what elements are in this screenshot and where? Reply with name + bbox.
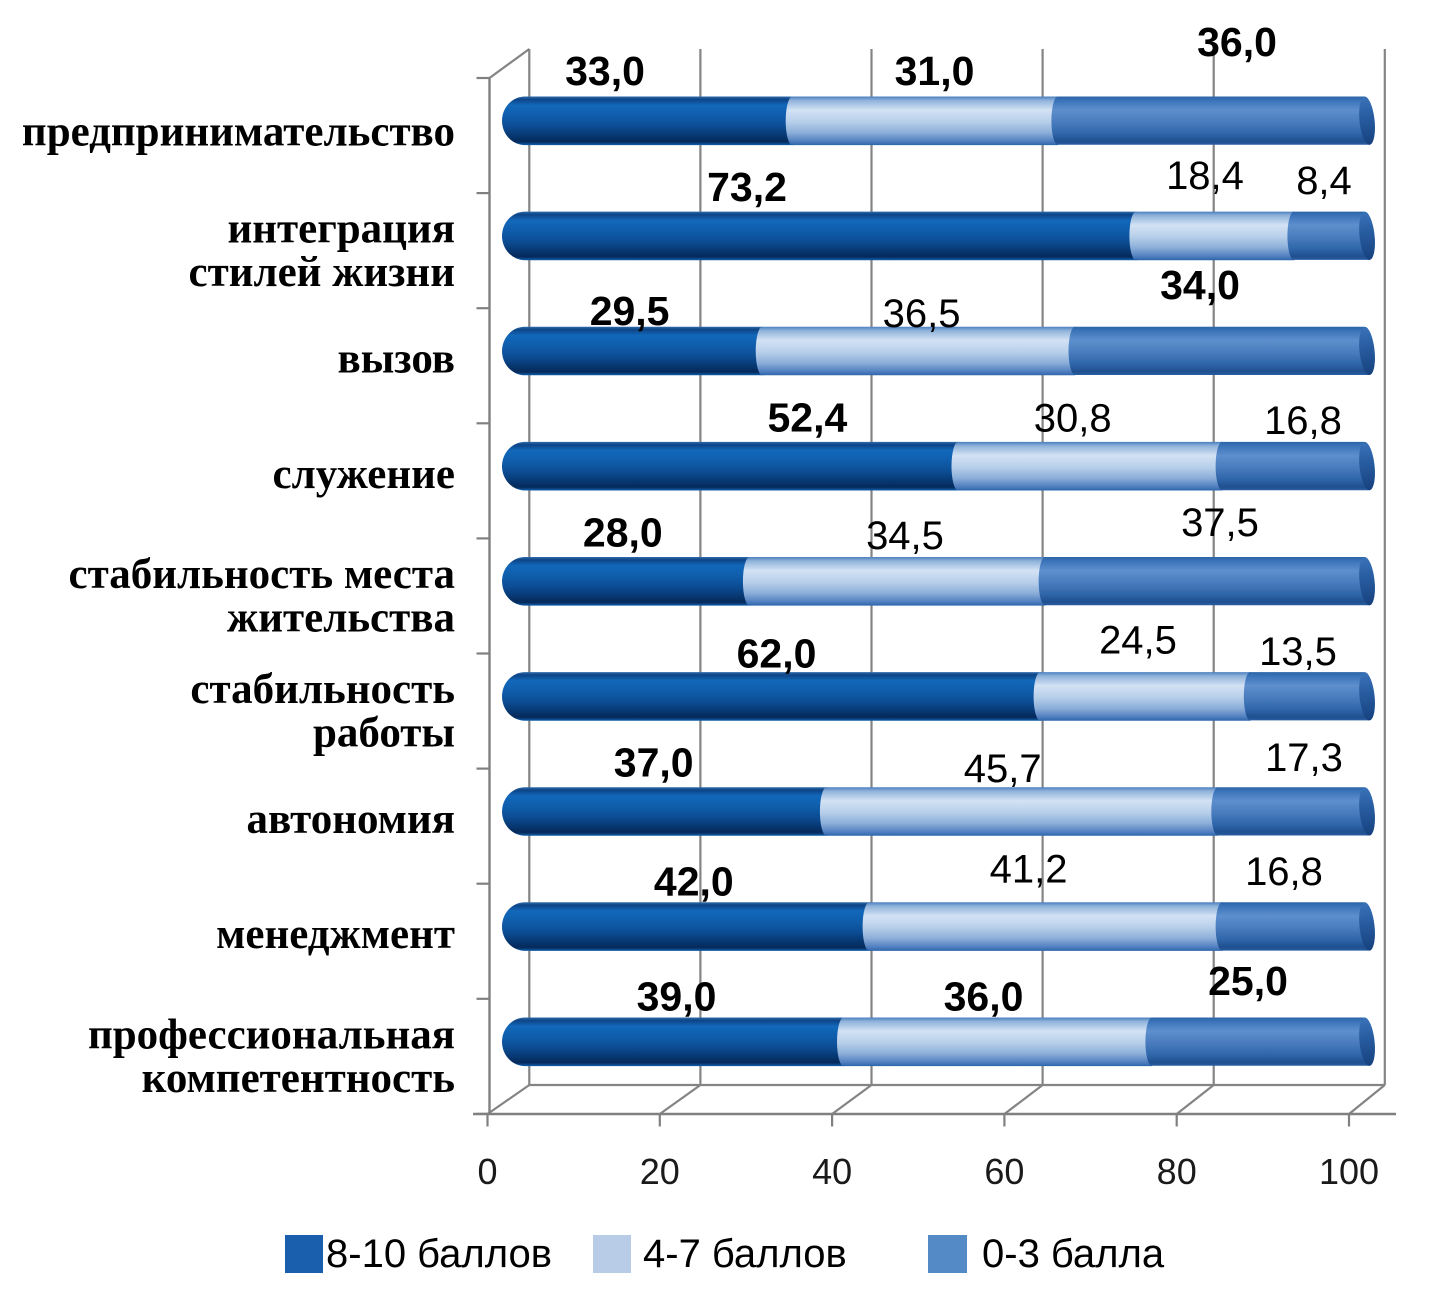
svg-text:40: 40 — [812, 1151, 852, 1192]
svg-text:25,0: 25,0 — [1208, 958, 1288, 1004]
svg-text:предпринимательство: предпринимательство — [22, 109, 455, 156]
svg-text:29,5: 29,5 — [590, 288, 670, 334]
svg-text:менеджмент: менеджмент — [216, 911, 455, 958]
svg-text:служение: служение — [273, 451, 455, 498]
svg-text:80: 80 — [1157, 1151, 1197, 1192]
svg-text:39,0: 39,0 — [637, 974, 717, 1020]
svg-text:37,5: 37,5 — [1181, 501, 1259, 545]
svg-text:18,4: 18,4 — [1166, 154, 1244, 198]
svg-text:30,8: 30,8 — [1034, 397, 1112, 441]
svg-text:60: 60 — [984, 1151, 1024, 1192]
svg-text:45,7: 45,7 — [964, 747, 1042, 791]
svg-text:16,8: 16,8 — [1245, 850, 1323, 894]
svg-text:42,0: 42,0 — [654, 859, 734, 905]
svg-text:4-7 баллов: 4-7 баллов — [643, 1232, 847, 1276]
svg-text:41,2: 41,2 — [990, 847, 1068, 891]
svg-text:100: 100 — [1319, 1151, 1379, 1192]
svg-text:20: 20 — [640, 1151, 680, 1192]
svg-text:профессиональная: профессиональная — [88, 1011, 455, 1058]
svg-text:вызов: вызов — [338, 336, 455, 383]
svg-text:8,4: 8,4 — [1296, 159, 1352, 203]
svg-text:36,0: 36,0 — [944, 974, 1024, 1020]
svg-text:36,5: 36,5 — [883, 292, 961, 336]
svg-text:17,3: 17,3 — [1265, 736, 1343, 780]
svg-text:16,8: 16,8 — [1264, 399, 1342, 443]
svg-text:52,4: 52,4 — [767, 395, 847, 441]
svg-text:стилей жизни: стилей жизни — [188, 249, 455, 296]
svg-text:стабильность места: стабильность места — [69, 551, 455, 598]
svg-text:31,0: 31,0 — [895, 48, 975, 94]
svg-text:34,0: 34,0 — [1160, 262, 1240, 308]
svg-text:62,0: 62,0 — [737, 630, 817, 676]
svg-text:0: 0 — [477, 1151, 497, 1192]
svg-text:работы: работы — [313, 710, 455, 757]
svg-text:13,5: 13,5 — [1259, 630, 1337, 674]
svg-text:34,5: 34,5 — [866, 514, 944, 558]
svg-text:28,0: 28,0 — [583, 510, 663, 556]
svg-text:33,0: 33,0 — [565, 48, 645, 94]
svg-text:жительства: жительства — [227, 594, 455, 641]
svg-text:интеграция: интеграция — [227, 206, 455, 253]
svg-text:8-10 баллов: 8-10 баллов — [326, 1232, 552, 1276]
svg-text:37,0: 37,0 — [614, 740, 694, 786]
svg-text:36,0: 36,0 — [1197, 19, 1277, 65]
svg-text:стабильность: стабильность — [190, 666, 455, 713]
svg-text:компетентность: компетентность — [142, 1055, 455, 1102]
svg-text:24,5: 24,5 — [1099, 619, 1177, 663]
svg-text:автономия: автономия — [247, 796, 456, 843]
svg-text:73,2: 73,2 — [707, 164, 787, 210]
svg-text:0-3 балла: 0-3 балла — [982, 1232, 1165, 1276]
